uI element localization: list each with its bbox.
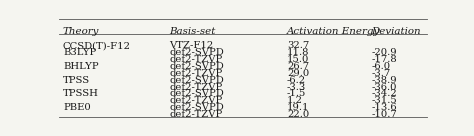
Text: def2-TZVP: def2-TZVP [169, 110, 223, 119]
Text: -1.5: -1.5 [287, 89, 306, 98]
Text: def2-SVPD: def2-SVPD [169, 89, 224, 98]
Text: -6.2: -6.2 [287, 76, 306, 85]
Text: VTZ-F12: VTZ-F12 [169, 41, 214, 50]
Text: 1.2: 1.2 [287, 96, 303, 105]
Text: -6.0: -6.0 [372, 62, 391, 71]
Text: -13.6: -13.6 [372, 103, 397, 112]
Text: -3.7: -3.7 [372, 69, 391, 78]
Text: TPSS: TPSS [63, 76, 90, 85]
Text: 11.8: 11.8 [287, 48, 310, 57]
Text: -38.9: -38.9 [372, 76, 397, 85]
Text: PBE0: PBE0 [63, 103, 91, 112]
Text: Deviation: Deviation [372, 27, 421, 36]
Text: -10.7: -10.7 [372, 110, 397, 119]
Text: def2-TZVP: def2-TZVP [169, 83, 223, 92]
Text: def2-SVPD: def2-SVPD [169, 48, 224, 57]
Text: -3.3: -3.3 [287, 83, 306, 92]
Text: -20.9: -20.9 [372, 48, 397, 57]
Text: Theory: Theory [63, 27, 99, 36]
Text: 22.0: 22.0 [287, 110, 309, 119]
Text: 19.1: 19.1 [287, 103, 310, 112]
Text: 26.7: 26.7 [287, 62, 309, 71]
Text: Activation Energy: Activation Energy [287, 27, 380, 36]
Text: 15.0: 15.0 [287, 55, 310, 64]
Text: def2-SVPD: def2-SVPD [169, 62, 224, 71]
Text: -17.8: -17.8 [372, 55, 397, 64]
Text: CCSD(T)-F12: CCSD(T)-F12 [63, 41, 131, 50]
Text: B3LYP: B3LYP [63, 48, 96, 57]
Text: -31.5: -31.5 [372, 96, 397, 105]
Text: Basis-set: Basis-set [169, 27, 216, 36]
Text: def2-TZVP: def2-TZVP [169, 96, 223, 105]
Text: BHLYP: BHLYP [63, 62, 99, 71]
Text: def2-TZVP: def2-TZVP [169, 69, 223, 78]
Text: 29.0: 29.0 [287, 69, 309, 78]
Text: TPSSH: TPSSH [63, 89, 99, 98]
Text: def2-TZVP: def2-TZVP [169, 55, 223, 64]
Text: -34.2: -34.2 [372, 89, 397, 98]
Text: def2-SVPD: def2-SVPD [169, 76, 224, 85]
Text: -36.0: -36.0 [372, 83, 397, 92]
Text: def2-SVPD: def2-SVPD [169, 103, 224, 112]
Text: 32.7: 32.7 [287, 41, 309, 50]
